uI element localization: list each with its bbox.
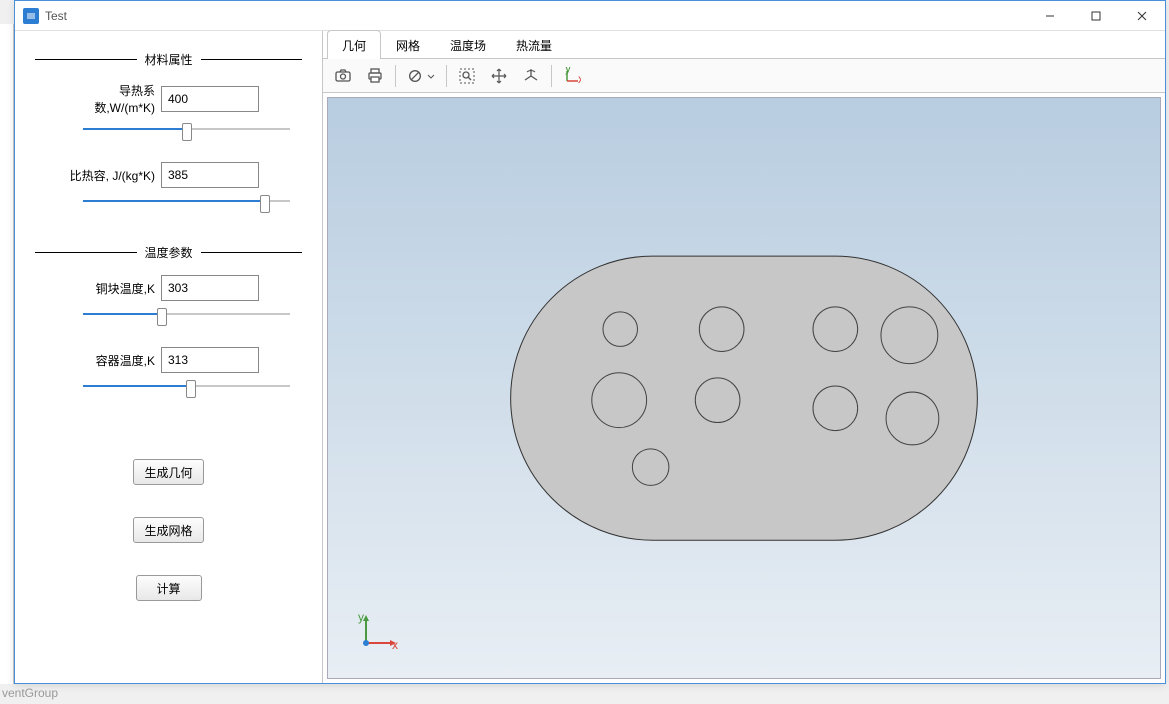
specific-heat-input[interactable] (161, 162, 259, 188)
right-panel: 几何网格温度场热流量 (323, 31, 1165, 683)
section-temperature-title: 温度参数 (137, 244, 201, 261)
background-text: ventGroup (2, 686, 58, 700)
zoom-box-icon[interactable] (453, 63, 481, 89)
tab-3[interactable]: 热流量 (501, 30, 567, 59)
container-temp-slider[interactable] (83, 379, 290, 393)
viewport[interactable]: x y (327, 97, 1161, 679)
tabs: 几何网格温度场热流量 (323, 31, 1165, 59)
rotate-axes-icon[interactable] (517, 63, 545, 89)
thermal-conductivity-label: 导热系数,W/(m*K) (63, 82, 161, 116)
axis-triad: x y (358, 611, 398, 654)
generate-geometry-button[interactable]: 生成几何 (133, 459, 203, 485)
window-title: Test (45, 9, 67, 23)
geometry-scene (328, 98, 1160, 678)
tab-2[interactable]: 温度场 (435, 30, 501, 59)
axes-triad-icon[interactable]: x y (558, 63, 586, 89)
maximize-button[interactable] (1073, 1, 1119, 31)
section-material: 材料属性 (35, 51, 302, 68)
viewport-toolbar: x y (323, 59, 1165, 93)
specific-heat-slider[interactable] (83, 194, 290, 208)
copper-temp-input[interactable] (161, 275, 259, 301)
print-icon[interactable] (361, 63, 389, 89)
copper-temp-slider[interactable] (83, 307, 290, 321)
specific-heat-label: 比热容, J/(kg*K) (63, 167, 161, 184)
app-icon (23, 8, 39, 24)
left-panel: 材料属性 导热系数,W/(m*K) 比热容, J/(kg*K) (15, 31, 323, 683)
container-temp-label: 容器温度,K (63, 352, 161, 369)
axis-x-label: x (392, 638, 398, 651)
titlebar: Test (15, 1, 1165, 31)
axis-y-label: y (358, 611, 364, 624)
thermal-conductivity-input[interactable] (161, 86, 259, 112)
pan-icon[interactable] (485, 63, 513, 89)
forbidden-icon[interactable] (402, 63, 440, 89)
camera-icon[interactable] (329, 63, 357, 89)
main-window: Test 材料属性 导热系数,W/(m*K) (14, 0, 1166, 684)
section-temperature: 温度参数 (35, 244, 302, 261)
close-button[interactable] (1119, 1, 1165, 31)
compute-button[interactable]: 计算 (136, 575, 202, 601)
svg-text:x: x (578, 72, 581, 85)
tab-1[interactable]: 网格 (381, 30, 435, 59)
section-material-title: 材料属性 (137, 51, 201, 68)
minimize-button[interactable] (1027, 1, 1073, 31)
generate-mesh-button[interactable]: 生成网格 (133, 517, 203, 543)
copper-temp-label: 铜块温度,K (63, 280, 161, 297)
tab-0[interactable]: 几何 (327, 30, 381, 59)
container-temp-input[interactable] (161, 347, 259, 373)
background-strip (0, 24, 14, 684)
svg-text:y: y (565, 67, 571, 75)
thermal-conductivity-slider[interactable] (83, 122, 290, 136)
